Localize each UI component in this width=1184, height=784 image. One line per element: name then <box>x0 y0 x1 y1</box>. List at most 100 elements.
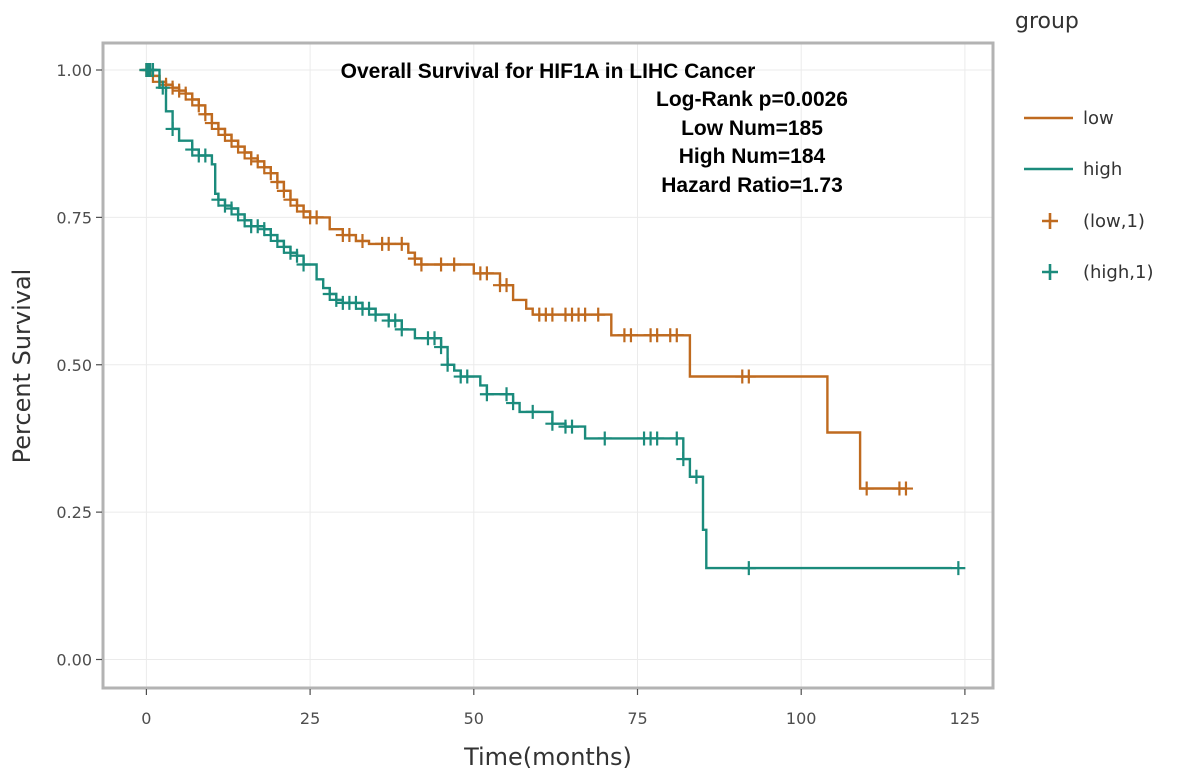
censor-mark-high <box>368 307 383 322</box>
censor-mark-low <box>178 86 193 101</box>
censor-mark-low <box>407 251 422 266</box>
x-tick-label: 0 <box>141 709 151 728</box>
y-axis-title: Percent Survival <box>8 269 36 464</box>
censor-mark-high <box>165 121 180 136</box>
censor-mark-low <box>224 133 239 148</box>
x-tick-label: 50 <box>464 709 484 728</box>
censor-mark-high <box>545 416 560 431</box>
censor-mark-high <box>388 313 403 328</box>
censor-mark-high <box>597 431 612 446</box>
censor-mark-low <box>578 307 593 322</box>
censor-mark-low <box>250 154 265 169</box>
censor-mark-low <box>394 236 409 251</box>
censor-mark-low <box>591 307 606 322</box>
hazard-ratio-annotation: Hazard Ratio=1.73 <box>661 174 843 197</box>
censor-mark-low <box>309 210 324 225</box>
plot-panel-border <box>101 41 995 690</box>
legend-censor-label: (low,1) <box>1083 211 1145 232</box>
censor-mark-high <box>951 561 966 576</box>
censor-mark-low <box>898 481 913 496</box>
censor-mark-low <box>172 83 187 98</box>
censor-mark-low <box>296 204 311 219</box>
legend-label-high: high <box>1083 159 1122 180</box>
censor-mark-low <box>263 166 278 181</box>
censor-mark-low <box>191 98 206 113</box>
censor-mark-high <box>434 340 449 355</box>
censor-mark-high <box>565 419 580 434</box>
legend-censor-low <box>1042 213 1058 229</box>
legend-title: group <box>1015 9 1079 34</box>
censor-mark-high <box>440 357 455 372</box>
censor-mark-high <box>669 431 684 446</box>
censor-mark-low <box>204 116 219 131</box>
x-tick-label: 25 <box>300 709 320 728</box>
high-num-annotation: High Num=184 <box>679 145 826 168</box>
censor-mark-high <box>329 292 344 307</box>
censor-mark-high <box>198 148 213 163</box>
legend-label-low: low <box>1083 108 1114 129</box>
censor-mark-low <box>859 481 874 496</box>
censor-mark-high <box>224 201 239 216</box>
censor-mark-high <box>185 142 200 157</box>
series-layer <box>139 63 966 576</box>
censor-mark-low <box>623 328 638 343</box>
censor-mark-low <box>479 266 494 281</box>
censor-mark-low <box>211 121 226 136</box>
censor-mark-high <box>741 561 756 576</box>
censor-mark-low <box>185 92 200 107</box>
censor-mark-low <box>237 145 252 160</box>
low-num-annotation: Low Num=185 <box>681 117 823 140</box>
chart-title-annotation: Overall Survival for HIF1A in LIHC Cance… <box>341 60 756 83</box>
censor-mark-low <box>342 228 357 243</box>
censor-mark-high <box>362 301 377 316</box>
censor-mark-low <box>434 257 449 272</box>
censor-mark-high <box>237 213 252 228</box>
x-tick-label: 75 <box>627 709 647 728</box>
censor-mark-high <box>211 192 226 207</box>
censor-mark-high <box>460 369 475 384</box>
censor-mark-high <box>155 80 170 95</box>
censor-marks-high <box>139 63 966 576</box>
censor-mark-high <box>231 207 246 222</box>
logrank-p-annotation: Log-Rank p=0.0026 <box>656 88 848 111</box>
legend-items: low high (low,1) (high,1) <box>1024 108 1153 283</box>
censor-mark-high <box>145 63 160 77</box>
censor-mark-high <box>263 228 278 243</box>
legend-censor-high <box>1042 264 1058 280</box>
censor-mark-high <box>479 387 494 402</box>
censor-mark-high <box>257 222 272 237</box>
censor-mark-high <box>250 219 265 234</box>
censor-mark-high <box>290 248 305 263</box>
legend-censor-label: (high,1) <box>1083 262 1153 283</box>
x-tick-label: 125 <box>950 709 981 728</box>
censor-mark-low <box>381 236 396 251</box>
censor-mark-high <box>394 322 409 337</box>
censor-mark-high <box>499 387 514 402</box>
censor-mark-low <box>499 278 514 293</box>
censor-mark-low <box>669 328 684 343</box>
x-axis-title: Time(months) <box>463 743 632 771</box>
axis-layer: 0 25 50 75 100 125 0.00 0.25 0.50 0.75 1.00 <box>56 61 980 728</box>
x-tick-label: 100 <box>786 709 817 728</box>
censor-mark-low <box>283 192 298 207</box>
y-tick-label: 0.00 <box>56 651 92 670</box>
censor-mark-low <box>276 183 291 198</box>
censor-mark-low <box>447 257 462 272</box>
censor-mark-high <box>506 396 521 411</box>
censor-mark-low <box>355 233 370 248</box>
censor-mark-high <box>689 469 704 484</box>
censor-mark-high <box>322 287 337 302</box>
censor-mark-low <box>198 107 213 122</box>
censor-mark-high <box>283 245 298 260</box>
censor-mark-high <box>348 295 363 310</box>
censor-mark-high <box>650 431 665 446</box>
censor-mark-low <box>741 369 756 384</box>
censor-mark-low <box>244 151 259 166</box>
censor-mark-low <box>217 127 232 142</box>
censor-mark-low <box>545 307 560 322</box>
y-tick-label: 0.50 <box>56 356 92 375</box>
legend: group low high (low,1) (high,1) <box>1015 9 1153 283</box>
censor-mark-high <box>296 257 311 272</box>
